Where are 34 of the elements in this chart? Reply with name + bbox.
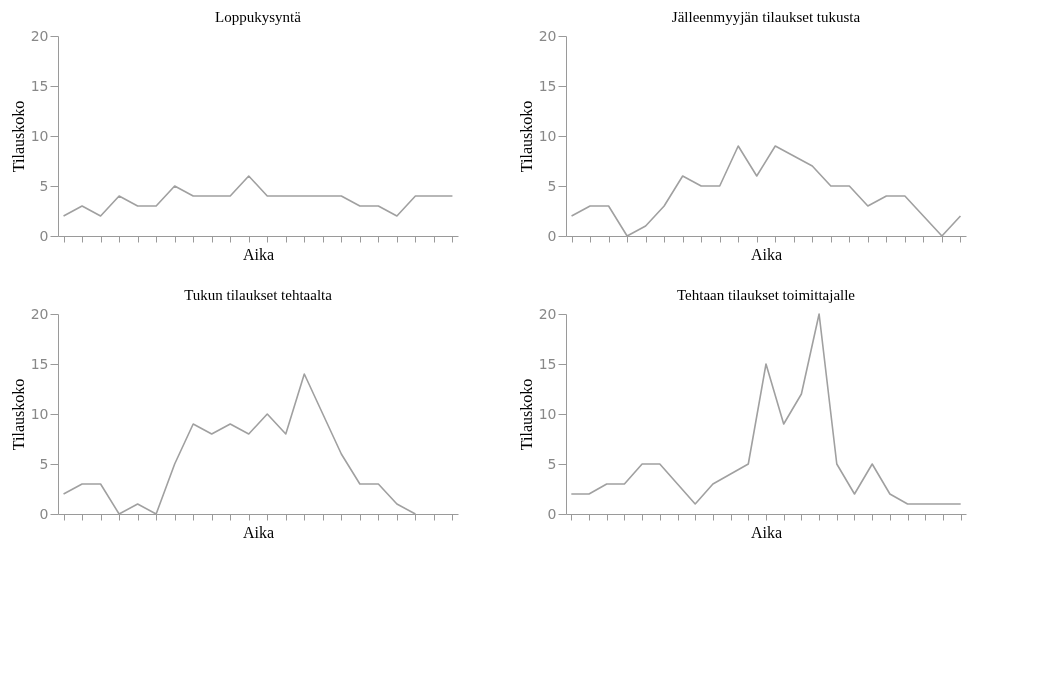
y-tick-label: 15	[30, 77, 49, 94]
y-tick-label: 0	[547, 227, 557, 244]
chart-title: Jälleenmyyjän tilaukset tukusta	[671, 9, 861, 25]
x-axis-title: Aika	[750, 246, 783, 263]
chart-title: Tukun tilaukset tehtaalta	[184, 287, 333, 303]
y-tick-label: 10	[538, 127, 557, 144]
y-tick-label: 5	[39, 455, 49, 472]
line-series	[62, 175, 454, 217]
y-tick-label: 0	[547, 505, 557, 522]
y-tick-label: 10	[538, 405, 557, 422]
y-tick-label: 15	[538, 77, 557, 94]
y-tick-label: 20	[538, 305, 557, 322]
x-axis-title: Aika	[242, 246, 275, 263]
y-tick-label: 5	[547, 177, 557, 194]
y-tick-label: 20	[538, 27, 557, 44]
line-series	[570, 313, 962, 505]
chart-title: Loppukysyntä	[215, 9, 302, 25]
y-axis-title: Tilauskoko	[9, 100, 27, 173]
y-axis-title: Tilauskoko	[517, 100, 535, 173]
y-tick-label: 10	[30, 405, 49, 422]
y-tick-label: 5	[547, 455, 557, 472]
y-tick-label: 10	[30, 127, 49, 144]
y-tick-label: 15	[30, 355, 49, 372]
y-tick-label: 0	[39, 227, 49, 244]
y-tick-label: 20	[30, 305, 49, 322]
x-axis-title: Aika	[242, 524, 275, 541]
y-axis-title: Tilauskoko	[517, 378, 535, 451]
y-tick-label: 0	[39, 505, 49, 522]
y-axis-title: Tilauskoko	[9, 378, 27, 451]
chart-title: Tehtaan tilaukset toimittajalle	[676, 287, 856, 303]
x-axis-title: Aika	[750, 524, 783, 541]
y-tick-label: 5	[39, 177, 49, 194]
y-tick-label: 20	[30, 27, 49, 44]
y-tick-label: 15	[538, 355, 557, 372]
